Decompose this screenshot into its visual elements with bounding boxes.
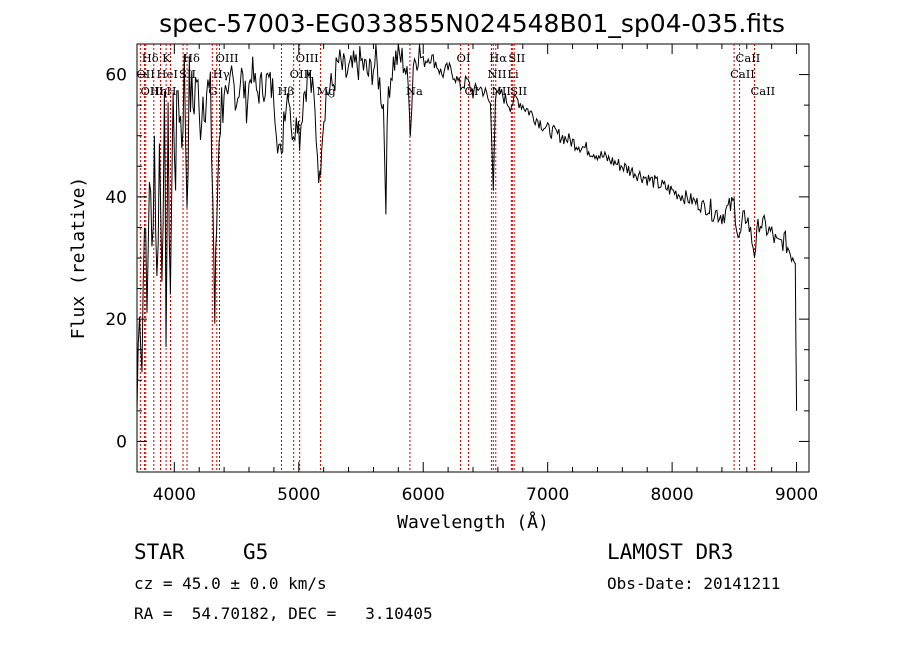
y-tick-label-20: 20: [105, 310, 127, 330]
line-label-16: Na: [406, 84, 423, 98]
line-label-25: CaII: [736, 51, 761, 65]
x-tick-label-9000: 9000: [775, 485, 818, 505]
line-label-4: HeI: [157, 67, 178, 81]
line-label-7: Hδ: [183, 51, 200, 65]
y-tick-label-0: 0: [116, 432, 127, 452]
x-tick-label-7000: 7000: [526, 485, 569, 505]
line-label-10: Hγ: [213, 67, 230, 81]
x-tick-label-8000: 8000: [650, 485, 693, 505]
y-tick-label-40: 40: [105, 188, 127, 208]
line-label-11: G: [208, 84, 217, 98]
x-tick-label-6000: 6000: [402, 485, 445, 505]
line-label-0: Hδ: [142, 51, 159, 65]
line-label-3: K: [162, 51, 171, 65]
y-axis-ticks: 0 20 40 60: [105, 66, 809, 452]
line-label-27: CaII: [750, 84, 775, 98]
plot-frame: [136, 43, 810, 473]
y-tick-label-60: 60: [105, 66, 127, 86]
line-label-14: Hβ: [277, 84, 294, 98]
line-label-24: SII: [510, 84, 527, 98]
line-label-8: SII: [179, 67, 196, 81]
chart-title: spec-57003-EG033855N024548B01_sp04-035.f…: [159, 9, 785, 38]
line-label-20: SII: [508, 51, 525, 65]
spectral-line-markers: [139, 44, 755, 472]
x-axis-label: Wavelength (Å): [397, 511, 549, 533]
line-label-12: OIII: [296, 51, 319, 65]
line-label-5: Hη: [150, 84, 167, 98]
x-axis-ticks: 4000 5000 6000 7000 8000 9000: [153, 44, 818, 505]
object-subclass: G5: [243, 540, 269, 564]
line-label-17: OI: [457, 51, 471, 65]
line-label-26: CaII: [730, 67, 755, 81]
line-label-1: OII: [136, 67, 155, 81]
line-label-2: OIII: [140, 84, 163, 98]
line-label-9: OIII: [216, 51, 239, 65]
coordinates: RA = 54.70182, DEC = 3.10405: [134, 604, 433, 623]
x-tick-label-4000: 4000: [153, 485, 196, 505]
object-class: STAR: [134, 540, 185, 564]
line-label-6: H: [166, 84, 176, 98]
line-label-19: Hα: [489, 51, 507, 65]
y-axis-label: Flux (relative): [68, 177, 89, 340]
line-label-21: NII: [487, 67, 506, 81]
x-tick-label-5000: 5000: [277, 485, 320, 505]
survey-name: LAMOST DR3: [607, 540, 734, 564]
line-label-22: Li: [507, 67, 519, 81]
observation-date: Obs-Date: 20141211: [607, 574, 781, 593]
redshift-info: cz = 45.0 ± 0.0 km/s: [134, 574, 327, 593]
spectrum-line: [136, 43, 798, 412]
